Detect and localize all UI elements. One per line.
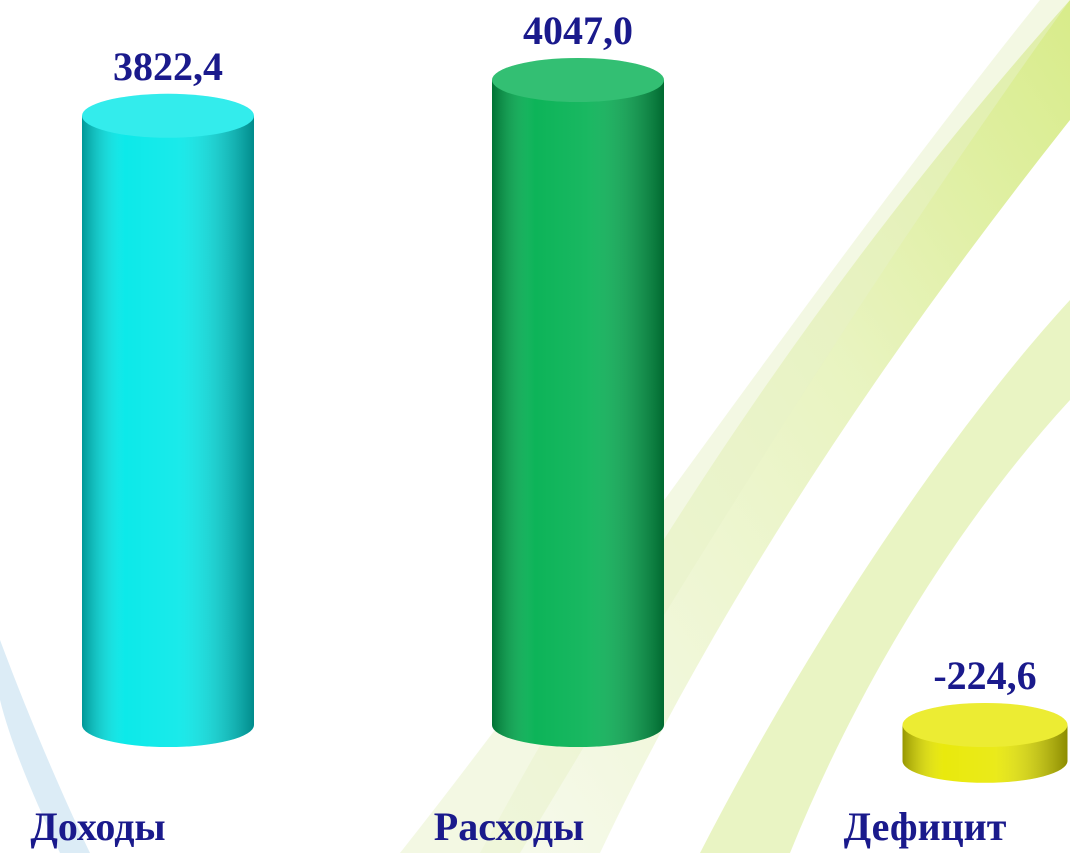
swoosh bbox=[0, 640, 90, 853]
value-label: -224,6 bbox=[933, 653, 1036, 698]
bar-cap-light bbox=[492, 58, 664, 102]
x-tick-label: Расходы bbox=[434, 804, 584, 849]
bar-cap-light bbox=[902, 703, 1068, 747]
x-tick-label: Доходы bbox=[30, 804, 165, 849]
bar-cap bbox=[492, 58, 664, 102]
value-label: 4047,0 bbox=[523, 8, 633, 53]
plot: 3822,4 Доходы 4047,0 Расходы -224,6 Дефицит bbox=[30, 8, 1068, 849]
bar-cap bbox=[82, 93, 254, 138]
x-tick-label: Дефицит bbox=[844, 804, 1007, 849]
bar-shade bbox=[492, 80, 664, 747]
swoosh bbox=[700, 300, 1070, 853]
bar-cap bbox=[902, 703, 1068, 747]
value-label: 3822,4 bbox=[113, 44, 223, 89]
bar-cap-light bbox=[82, 93, 254, 138]
bar-shade bbox=[82, 115, 254, 747]
